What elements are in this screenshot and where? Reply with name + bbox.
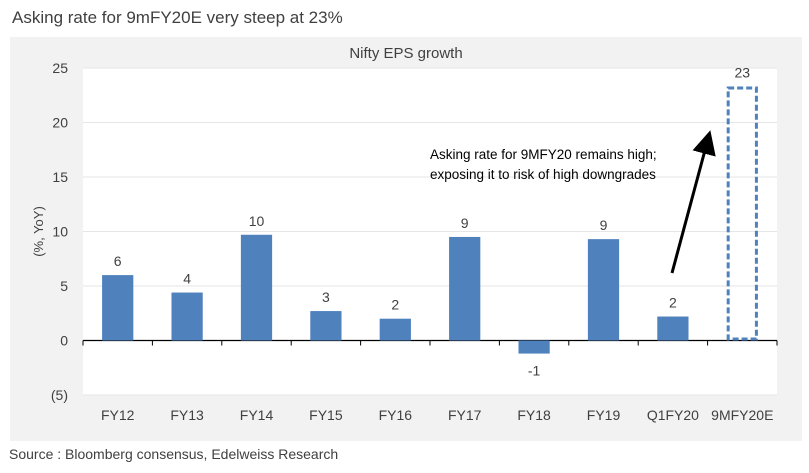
bar-fy16 xyxy=(379,318,411,341)
data-label: 9 xyxy=(600,217,608,233)
bar-fy18 xyxy=(518,340,550,354)
x-tick-label: FY15 xyxy=(309,407,343,423)
y-tick-label: 15 xyxy=(52,169,68,185)
bar-fy15 xyxy=(310,311,342,341)
y-tick-label: (5) xyxy=(51,387,68,403)
x-tick-label: FY17 xyxy=(448,407,482,423)
data-label: 3 xyxy=(322,289,330,305)
annotation-arrow xyxy=(670,130,716,274)
y-tick-label: 20 xyxy=(52,115,68,131)
source-note: Source : Bloomberg consensus, Edelweiss … xyxy=(9,446,339,462)
chart-panel: Nifty EPS growth 25 20 15 10 5 0 (5) (%, YoY) 6 FY… xyxy=(10,37,802,441)
bar-chart: Nifty EPS growth 25 20 15 10 5 0 (5) (%, YoY) 6 FY… xyxy=(31,45,778,423)
data-label: 23 xyxy=(735,65,751,81)
data-label: 10 xyxy=(249,213,265,229)
annotation-text: Asking rate for 9MFY20 remains high; xyxy=(430,147,657,162)
annotation-text: exposing it to risk of high downgrades xyxy=(430,167,656,182)
x-tick-label: FY14 xyxy=(240,407,274,423)
y-axis-label: (%, YoY) xyxy=(31,206,46,257)
bar-fy19 xyxy=(587,239,620,341)
y-tick-label: 5 xyxy=(60,278,68,294)
x-tick-label: Q1FY20 xyxy=(647,407,699,423)
bar-9mfy20e xyxy=(726,86,758,341)
x-tick-label: FY12 xyxy=(101,407,135,423)
data-label: 2 xyxy=(669,295,677,311)
data-label: 2 xyxy=(391,297,399,313)
data-label: 6 xyxy=(114,253,122,269)
y-tick-label: 25 xyxy=(52,60,68,76)
data-label: 9 xyxy=(461,215,469,231)
bar-fy17 xyxy=(449,236,481,341)
data-label: 4 xyxy=(183,271,191,287)
y-tick-label: 0 xyxy=(60,333,68,349)
chart-title: Nifty EPS growth xyxy=(349,45,462,62)
data-label: -1 xyxy=(528,363,541,379)
bar-q1fy20 xyxy=(657,316,689,341)
bar-fy13 xyxy=(171,292,203,341)
x-tick-label: FY18 xyxy=(517,407,551,423)
heading: Asking rate for 9mFY20E very steep at 23… xyxy=(12,8,343,27)
y-tick-label: 10 xyxy=(52,224,68,240)
x-tick-label: 9MFY20E xyxy=(711,407,773,423)
x-tick-label: FY19 xyxy=(587,407,621,423)
bar-fy12 xyxy=(102,275,134,341)
bar-fy14 xyxy=(240,234,273,341)
x-tick-label: FY13 xyxy=(170,407,204,423)
x-tick-label: FY16 xyxy=(379,407,413,423)
